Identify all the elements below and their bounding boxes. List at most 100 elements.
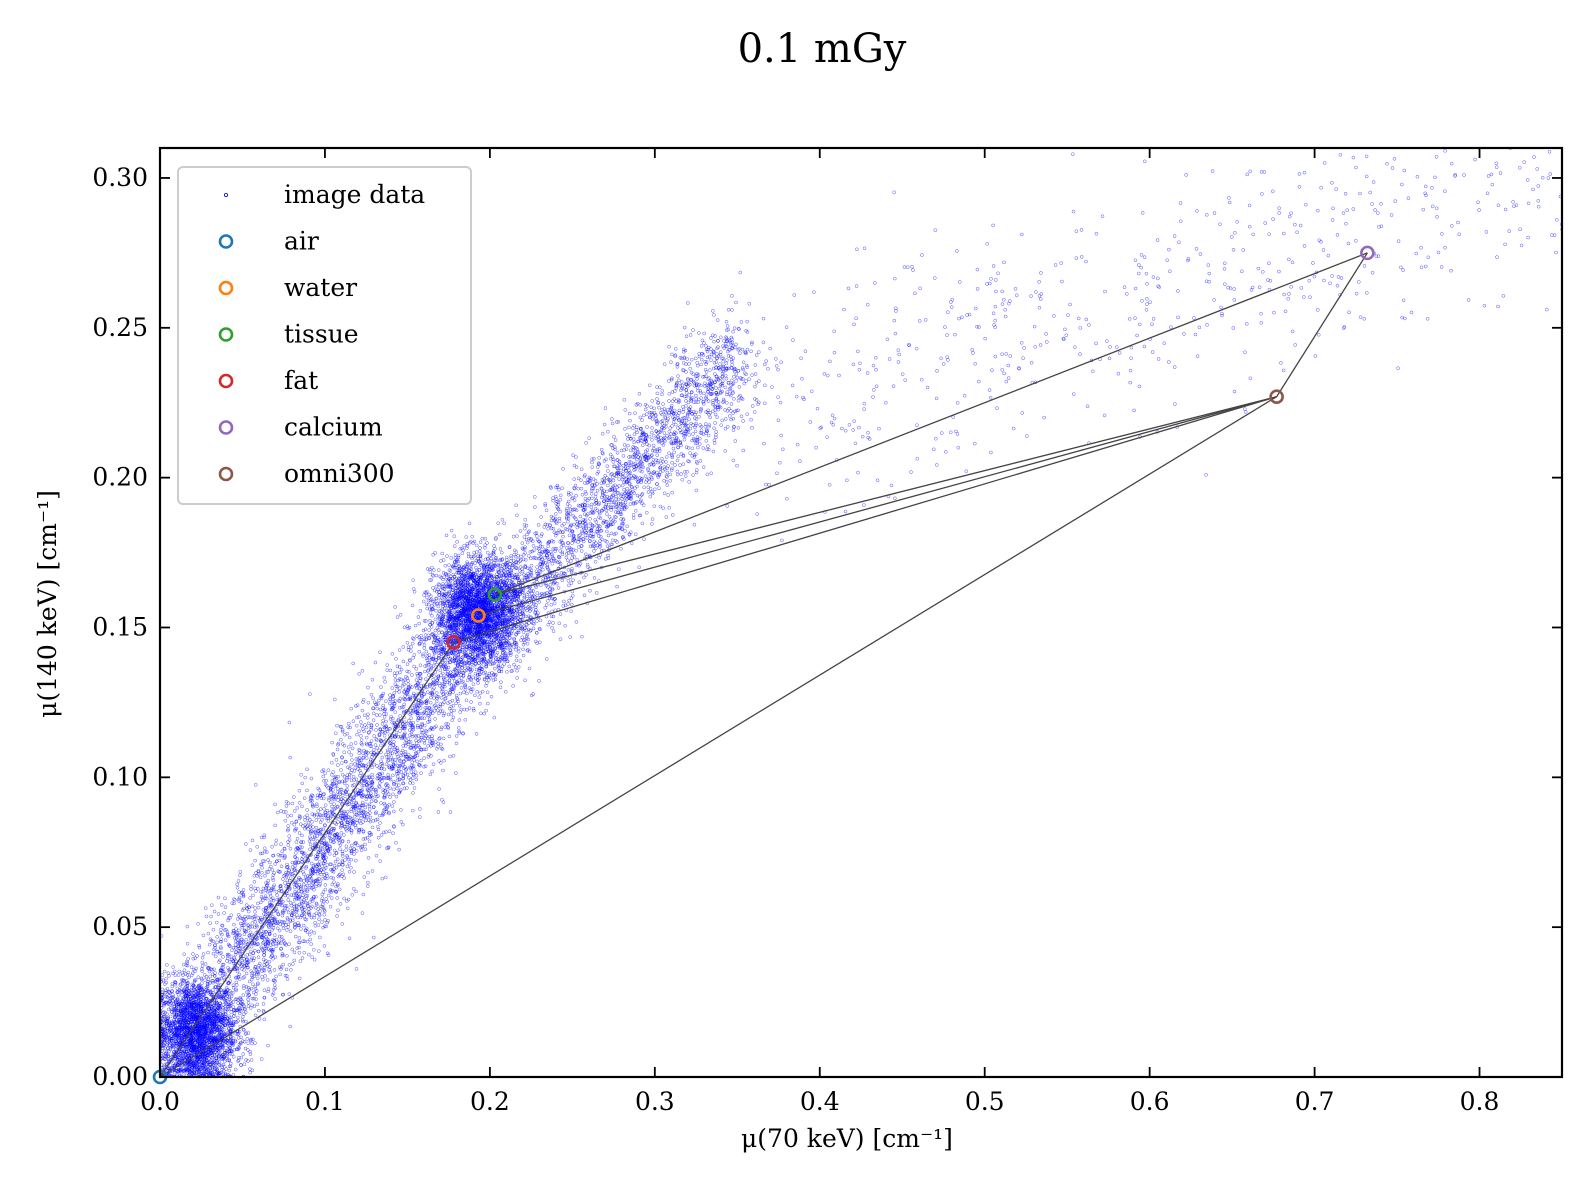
image-data-point <box>499 680 503 684</box>
image-data-point <box>168 991 172 995</box>
image-data-point <box>214 1056 219 1061</box>
image-data-point <box>246 1031 251 1035</box>
image-data-point <box>184 1064 189 1068</box>
image-data-point <box>224 1040 228 1044</box>
image-data-point <box>222 1051 227 1055</box>
image-data-point <box>200 1022 204 1026</box>
image-data-point <box>181 1012 185 1016</box>
image-data-point <box>171 965 175 969</box>
image-data-point <box>162 1002 166 1006</box>
image-data-point <box>216 1048 221 1053</box>
image-data-point <box>483 536 488 541</box>
image-data-point <box>210 1026 215 1031</box>
image-data-point <box>178 1066 183 1070</box>
image-data-point <box>180 1011 184 1015</box>
image-data-point <box>206 977 211 982</box>
image-data-point <box>502 521 506 526</box>
image-data-point <box>246 1041 250 1046</box>
image-data-point <box>238 1003 243 1007</box>
image-data-point <box>239 1055 244 1060</box>
image-data-point <box>430 566 434 570</box>
image-data-point <box>215 1059 219 1064</box>
image-data-point <box>167 974 171 978</box>
image-data-point <box>219 988 223 993</box>
image-data-point <box>475 543 479 548</box>
image-data-point <box>179 1039 184 1043</box>
image-data-point <box>205 1022 209 1026</box>
image-data-point <box>515 676 519 680</box>
image-data-point <box>164 1062 169 1066</box>
image-data-point <box>229 1017 233 1022</box>
image-data-point <box>489 694 494 699</box>
image-data-point <box>429 594 433 598</box>
image-data-point <box>231 1021 235 1025</box>
image-data-point <box>205 1069 210 1073</box>
image-data-point <box>416 615 421 619</box>
image-data-point <box>166 1054 170 1059</box>
image-data-point <box>197 1034 202 1038</box>
image-data-point <box>194 1031 198 1036</box>
image-data-point <box>449 528 454 533</box>
image-data-point <box>241 1027 246 1032</box>
image-data-point <box>182 986 187 990</box>
image-data-point <box>242 1062 247 1066</box>
image-data-point <box>210 967 215 972</box>
image-data-point <box>199 1006 204 1010</box>
image-data-point <box>231 1023 236 1028</box>
image-data-point <box>160 987 165 992</box>
image-data-point <box>484 684 488 688</box>
image-data-point <box>516 649 521 654</box>
image-data-point <box>179 1048 184 1052</box>
image-data-point <box>180 1025 185 1030</box>
image-data-point <box>179 987 183 991</box>
image-data-point <box>237 1042 242 1047</box>
image-data-point <box>206 989 210 993</box>
image-data-point <box>174 1039 178 1044</box>
image-data-point <box>229 1010 234 1014</box>
image-data-point <box>470 534 474 539</box>
image-data-point <box>179 982 183 986</box>
image-data-point <box>180 981 185 986</box>
image-data-point <box>437 583 442 587</box>
image-data-point <box>221 1046 225 1050</box>
image-data-point <box>500 550 504 555</box>
image-data-point <box>478 701 482 706</box>
image-data-point <box>229 1040 234 1044</box>
image-data-point <box>191 1022 195 1026</box>
image-data-point <box>187 975 191 980</box>
image-data-point <box>196 1032 200 1036</box>
image-data-point <box>172 1002 176 1007</box>
image-data-point <box>165 1019 170 1023</box>
image-data-point <box>217 1038 222 1043</box>
image-data-point <box>227 1064 232 1069</box>
image-data-point <box>489 557 493 561</box>
image-data-point <box>233 1067 238 1072</box>
image-data-point <box>236 1036 241 1040</box>
image-data-point <box>466 551 471 556</box>
image-data-point <box>164 1022 169 1026</box>
image-data-point <box>230 1052 234 1057</box>
image-data-point <box>201 1039 205 1043</box>
image-data-point <box>199 995 204 999</box>
image-data-point <box>213 985 217 989</box>
image-data-point <box>165 963 169 967</box>
image-data-point <box>205 1038 209 1042</box>
image-data-point <box>168 999 173 1003</box>
image-data-point <box>469 700 473 704</box>
image-data-point <box>198 1029 202 1033</box>
image-data-point <box>218 1049 223 1053</box>
image-data-point <box>167 1033 171 1037</box>
image-data-point <box>519 638 523 643</box>
image-data-point <box>202 990 206 994</box>
image-data-point <box>220 1067 224 1072</box>
image-data-point <box>194 1048 198 1052</box>
image-data-point <box>421 599 426 604</box>
image-data-point <box>199 1039 204 1043</box>
image-data-point <box>195 1067 200 1071</box>
image-data-point <box>228 1015 232 1020</box>
image-data-point <box>168 1014 173 1019</box>
image-data-point <box>445 554 449 558</box>
image-data-point <box>190 973 194 977</box>
image-data-point <box>210 1005 214 1009</box>
